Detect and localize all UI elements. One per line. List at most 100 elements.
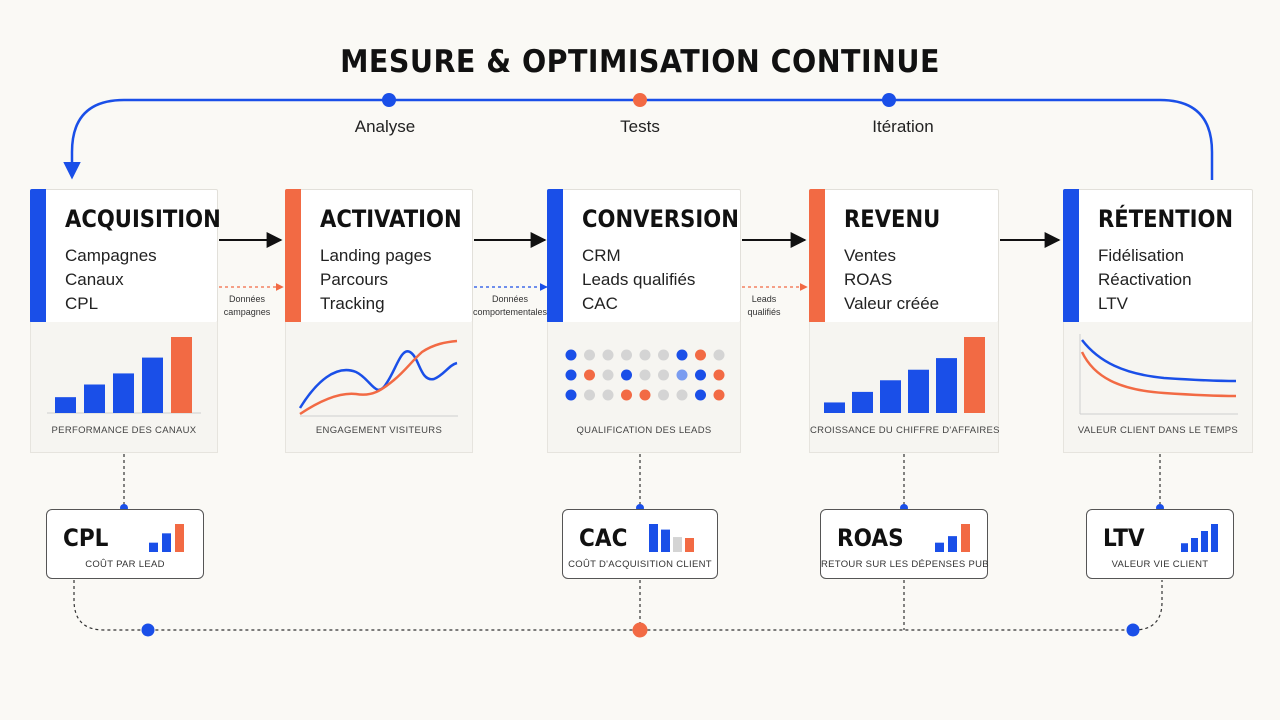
kpi-card-ltv: LTV VALEUR VIE CLIENT [1086, 509, 1234, 579]
lead-dot [713, 389, 725, 401]
panel-label: PERFORMANCE DES CANAUX [51, 425, 197, 436]
revenue-bar [936, 358, 957, 413]
stage-item: Canaux [65, 270, 124, 289]
stage-item: Landing pages [320, 246, 432, 265]
kpi-bar [961, 524, 970, 552]
stage-card-acquisition: ACQUISITION Campagnes Canaux CPL [30, 189, 221, 323]
stage-item: LTV [1098, 294, 1128, 313]
flow-label-qualified-leads: Leads qualifiés [747, 294, 781, 317]
kpi-bar-icon [935, 524, 970, 552]
lead-dot [695, 389, 706, 401]
revenue-bar [880, 380, 901, 413]
value-curve-orange [1080, 351, 1237, 398]
kpi-description: COÛT PAR LEAD [85, 559, 165, 570]
flow-label-campaign-data: Données campagnes [223, 294, 271, 317]
flow-label-behavioral-data: Données comportementales [472, 294, 548, 317]
lead-dot [658, 349, 669, 361]
stage-accent-bar [809, 189, 825, 323]
optimization-loop-line [63, 98, 1214, 180]
panel-label: ENGAGEMENT VISITEURS [315, 425, 443, 436]
engagement-series-orange [299, 339, 458, 416]
stage-item: ROAS [844, 270, 893, 289]
stage-item: Parcours [320, 270, 389, 289]
loop-node-analyse [382, 93, 396, 107]
bottom-node-center [632, 622, 648, 638]
panel-label: CROISSANCE DU CHIFFRE D'AFFAIRES [810, 425, 1000, 436]
lead-dot [639, 369, 651, 381]
stage-item: CAC [582, 294, 618, 313]
kpi-bar [1201, 531, 1208, 552]
channel-bar [113, 373, 134, 413]
stage-item: Ventes [844, 246, 896, 265]
lead-dot [658, 389, 669, 401]
kpi-card-roas: ROAS RETOUR SUR LES DÉPENSES PUB [820, 509, 989, 579]
bottom-node-right [1126, 623, 1140, 637]
loop-node-iteration [882, 93, 896, 107]
engagement-line-chart [298, 339, 458, 417]
channel-bar [142, 357, 163, 413]
stage-card-revenu: REVENU Ventes ROAS Valeur créée [809, 189, 999, 323]
kpi-bar-icon [649, 524, 694, 552]
lead-dot-matrix [565, 349, 725, 401]
panel-label: QUALIFICATION DES LEADS [576, 425, 712, 436]
stage-accent-bar [1063, 189, 1079, 323]
kpi-bar [1181, 543, 1188, 552]
loop-label-analyse: Analyse [354, 117, 416, 136]
bottom-feedback-loop [73, 580, 1163, 631]
lead-dot [621, 369, 632, 381]
loop-label-iteration: Itération [872, 117, 934, 136]
lead-dot [639, 389, 651, 401]
kpi-bar [649, 524, 658, 552]
kpi-name: CAC [579, 524, 628, 552]
lead-dot [695, 369, 706, 381]
kpi-description: COÛT D'ACQUISITION CLIENT [568, 559, 712, 570]
kpi-bar [935, 542, 944, 552]
channel-bar [171, 337, 192, 413]
engagement-series-blue [298, 350, 458, 409]
lead-dot [565, 369, 577, 381]
kpi-bar [685, 538, 694, 552]
stage-item: CPL [65, 294, 99, 313]
lead-dot [676, 349, 688, 361]
loop-label-tests: Tests [620, 117, 660, 136]
kpi-bar [162, 533, 171, 552]
revenue-bar [824, 402, 845, 413]
revenue-bar-chart [824, 337, 985, 413]
kpi-bar [149, 542, 158, 552]
stage-item: Leads qualifiés [582, 270, 696, 289]
lead-dot [713, 369, 725, 381]
kpi-name: CPL [63, 524, 109, 552]
stage-accent-bar [285, 189, 301, 323]
stage-title: CONVERSION [582, 205, 739, 233]
loop-node-tests [633, 93, 647, 107]
kpi-bar [1211, 524, 1218, 552]
bottom-node-left [141, 623, 155, 637]
panel-customer-value: VALEUR CLIENT DANS LE TEMPS [1063, 322, 1253, 453]
channel-bar-chart [47, 337, 201, 414]
panel-visitor-engagement: ENGAGEMENT VISITEURS [285, 322, 473, 453]
kpi-bar [948, 536, 957, 552]
page-title: MESURE & OPTIMISATION CONTINUE [340, 44, 940, 80]
lead-dot [565, 389, 577, 401]
kpi-name: ROAS [837, 524, 904, 552]
revenue-bar [908, 369, 929, 413]
kpi-description: VALEUR VIE CLIENT [1111, 559, 1209, 570]
panel-label: VALEUR CLIENT DANS LE TEMPS [1077, 425, 1239, 436]
kpi-bar [661, 529, 670, 552]
stage-item: Campagnes [65, 246, 157, 265]
lead-dot [658, 369, 669, 381]
stage-card-conversion: CONVERSION CRM Leads qualifiés CAC [547, 189, 741, 323]
lead-dot [602, 369, 614, 381]
stage-title: REVENU [844, 205, 941, 233]
lead-dot [602, 389, 614, 401]
lead-dot [639, 349, 651, 361]
customer-value-curve [1079, 334, 1238, 415]
revenue-bar [852, 391, 873, 413]
stage-title: RÉTENTION [1098, 205, 1234, 233]
stage-title: ACQUISITION [65, 205, 221, 233]
lead-dot [621, 389, 632, 401]
kpi-description: RETOUR SUR LES DÉPENSES PUB [821, 559, 989, 570]
lead-dot [584, 369, 595, 381]
lead-dot [584, 389, 595, 401]
